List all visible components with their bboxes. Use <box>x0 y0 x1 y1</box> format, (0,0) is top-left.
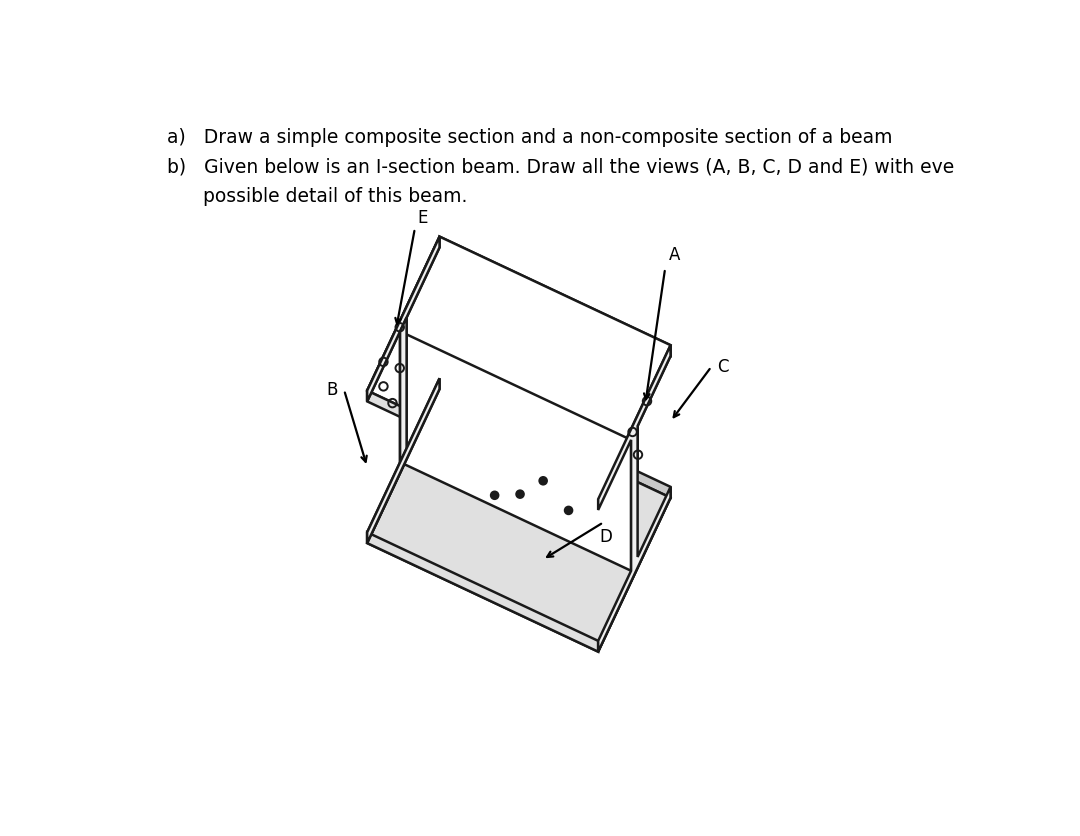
Text: D: D <box>599 528 612 547</box>
Polygon shape <box>367 389 671 651</box>
Circle shape <box>565 507 572 514</box>
Polygon shape <box>367 237 671 499</box>
Circle shape <box>539 477 546 485</box>
Text: A: A <box>669 247 680 264</box>
Polygon shape <box>400 318 406 462</box>
Text: E: E <box>417 209 428 227</box>
Circle shape <box>516 491 524 498</box>
Text: C: C <box>717 358 729 375</box>
Text: b)   Given below is an I-section beam. Draw all the views (A, B, C, D and E) wit: b) Given below is an I-section beam. Dra… <box>167 157 955 176</box>
Polygon shape <box>400 331 631 571</box>
Polygon shape <box>367 390 598 510</box>
Polygon shape <box>367 533 598 651</box>
Polygon shape <box>367 237 440 401</box>
Text: B: B <box>326 381 338 399</box>
Polygon shape <box>367 379 440 543</box>
Circle shape <box>490 492 499 499</box>
Polygon shape <box>406 318 637 557</box>
Polygon shape <box>598 345 671 651</box>
Polygon shape <box>440 379 671 497</box>
Polygon shape <box>631 426 637 571</box>
Polygon shape <box>598 345 671 510</box>
Polygon shape <box>598 487 671 651</box>
Text: a)   Draw a simple composite section and a non-composite section of a beam: a) Draw a simple composite section and a… <box>167 128 892 147</box>
Text: possible detail of this beam.: possible detail of this beam. <box>167 186 468 206</box>
Polygon shape <box>440 237 671 356</box>
Polygon shape <box>367 237 440 543</box>
